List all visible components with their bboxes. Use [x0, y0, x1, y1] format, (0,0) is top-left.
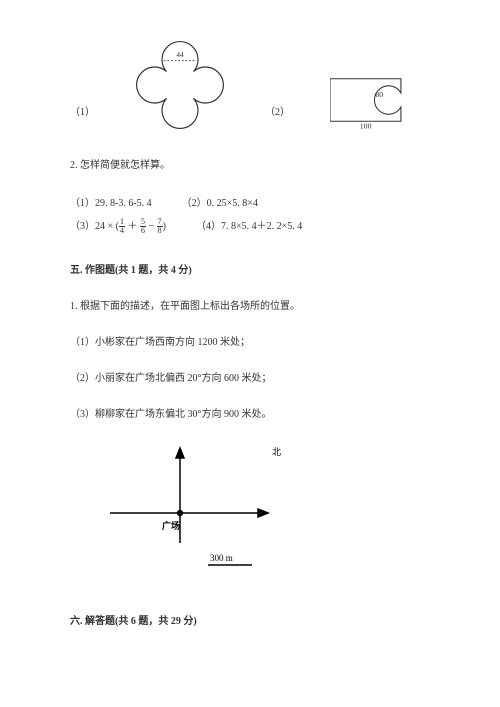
fig1-label: （1） [70, 103, 95, 118]
figures-row: （1） 44 （2） 80 100 [70, 40, 440, 130]
eq4: （4）7. 8×5. 4＋2. 2×5. 4 [196, 217, 302, 235]
quatrefoil-figure: 44 [135, 40, 225, 130]
fig2-label: （2） [265, 103, 290, 118]
eq1: （1）29. 8-3. 6-5. 4 [70, 194, 152, 209]
eq3: （3）24 × (14 ＋ 56 − 78) [70, 217, 166, 235]
section5-heading: 五. 作图题(共 1 题，共 4 分) [70, 263, 440, 279]
section5-i3: （3）柳柳家在广场东偏北 30°方向 900 米处。 [70, 407, 440, 423]
fig2-h: 80 [375, 90, 383, 99]
scale-label: 300 m [210, 553, 233, 563]
eq-row-2: （3）24 × (14 ＋ 56 − 78) （4）7. 8×5. 4＋2. 2… [70, 217, 440, 235]
eq-row-1: （1）29. 8-3. 6-5. 4 （2）0. 25×5. 8×4 [70, 194, 440, 209]
north-label: 北 [272, 447, 281, 457]
q2-prompt: 2. 怎样简便就怎样算。 [70, 158, 440, 174]
rect-notch-figure: 80 100 [330, 70, 408, 130]
eq2: （2）0. 25×5. 8×4 [182, 194, 258, 209]
section6-heading: 六. 解答题(共 6 题，共 29 分) [70, 612, 440, 627]
section5-q1: 1. 根据下面的描述，在平面图上标出各场所的位置。 [70, 299, 440, 315]
coord-diagram: 北 广场 300 m [100, 443, 440, 576]
section5-i1: （1）小彬家在广场西南方向 1200 米处； [70, 335, 440, 351]
section5-i2: （2）小丽家在广场北偏西 20°方向 600 米处； [70, 371, 440, 387]
fig2-w: 100 [360, 121, 372, 130]
fig1-dim: 44 [176, 51, 184, 59]
origin-label: 广场 [162, 520, 180, 531]
